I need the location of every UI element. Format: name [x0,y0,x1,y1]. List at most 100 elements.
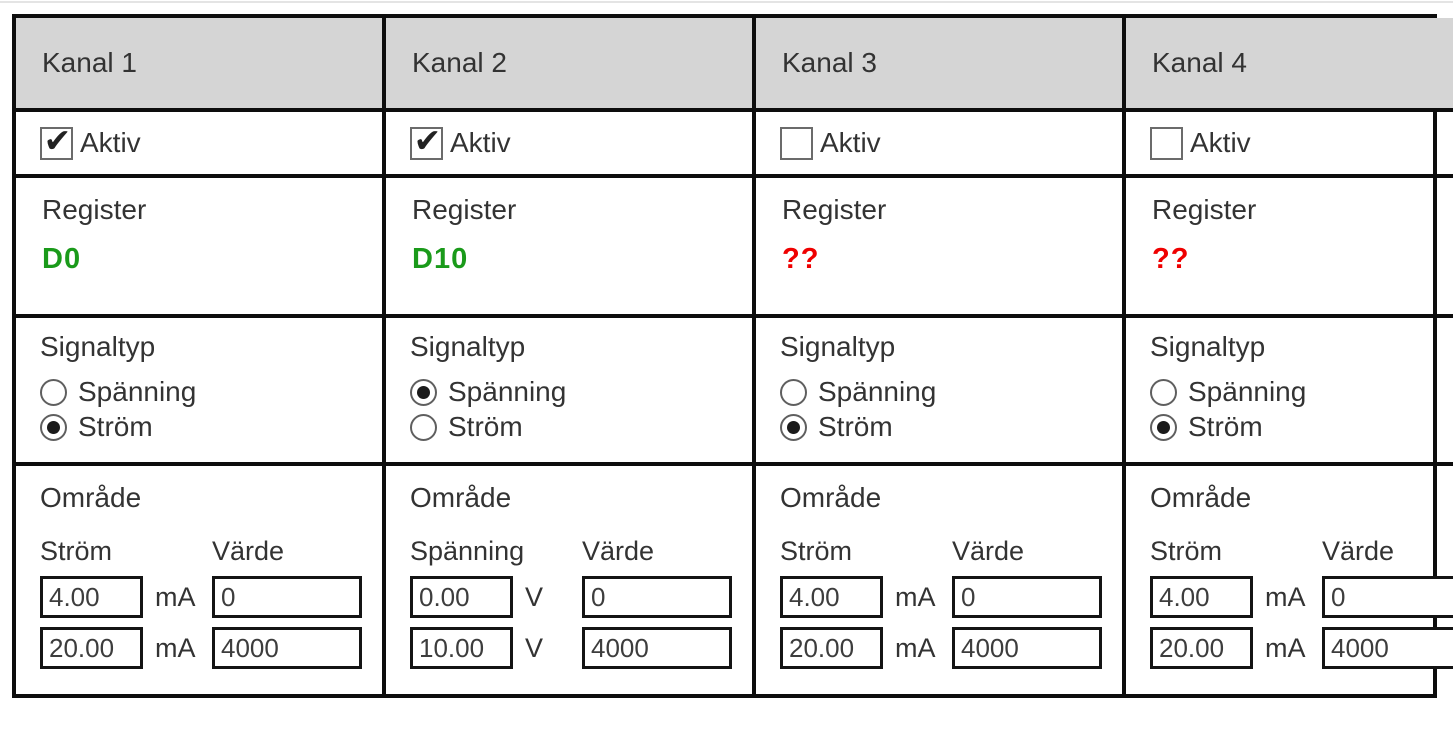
range-grid: Ström Värde mA mA [40,536,362,669]
active-row: ✔ Aktiv [1126,108,1453,174]
radio-label: Ström [448,411,523,442]
radio-label: Ström [1188,411,1263,442]
signaltype-label: Signaltyp [780,331,896,362]
active-label: Aktiv [1190,127,1251,158]
signaltype-row: Signaltyp Spänning Ström [16,314,382,462]
range-row: Område Ström Värde mA mA [16,462,382,694]
register-value: ?? [782,243,820,275]
range-grid: Ström Värde mA mA [1150,536,1453,669]
channel-title: Kanal 2 [412,47,507,78]
range-row: Område Spänning Värde V V [386,462,752,694]
radio-button[interactable] [410,413,437,441]
signal-option-current[interactable]: Ström [1150,411,1453,443]
range-low-input[interactable] [780,576,883,618]
unit-label: mA [1265,581,1306,612]
active-row: ✔ Aktiv [16,108,382,174]
range-quantity-label: Ström [1150,536,1223,566]
signal-option-current[interactable]: Ström [40,411,358,443]
checkmark-icon: ✔ [413,120,442,160]
range-row: Område Ström Värde mA mA [756,462,1122,694]
channel-header: Kanal 1 [16,18,382,108]
range-quantity-label: Ström [780,536,853,566]
signal-option-voltage[interactable]: Spänning [780,376,1098,408]
active-checkbox[interactable]: ✔ [410,120,443,160]
active-label: Aktiv [450,127,511,158]
value-low-input[interactable] [212,576,362,618]
signal-option-current[interactable]: Ström [410,411,728,443]
value-high-input[interactable] [952,627,1102,669]
signaltype-row: Signaltyp Spänning Ström [756,314,1122,462]
range-low-input[interactable] [1150,576,1253,618]
range-section-label: Område [780,482,882,513]
radio-button[interactable] [780,413,807,441]
range-high-input[interactable] [780,627,883,669]
value-column-label: Värde [1322,536,1395,566]
radio-label: Ström [818,411,893,442]
range-grid: Spänning Värde V V [410,536,732,669]
channel-title: Kanal 4 [1152,47,1247,78]
register-row: Register D0 [16,174,382,314]
radio-button[interactable] [1150,378,1177,406]
channel-title: Kanal 1 [42,47,137,78]
channels-table: Kanal 1 ✔ Aktiv Register D0 Signaltyp Sp… [12,14,1453,698]
active-checkbox[interactable]: ✔ [1150,126,1183,160]
register-value: D0 [42,243,82,275]
signaltype-label: Signaltyp [1150,331,1266,362]
radio-button[interactable] [1150,413,1177,441]
radio-label: Spänning [1188,376,1307,407]
radio-label: Ström [78,411,153,442]
channel-column: Kanal 3 ✔ Aktiv Register ?? Signaltyp Sp… [752,18,1122,694]
radio-button[interactable] [40,413,67,441]
unit-label: mA [895,632,936,663]
unit-label: mA [155,581,196,612]
value-low-input[interactable] [952,576,1102,618]
signal-option-voltage[interactable]: Spänning [40,376,358,408]
signal-option-voltage[interactable]: Spänning [410,376,728,408]
active-checkbox[interactable]: ✔ [780,126,813,160]
signaltype-row: Signaltyp Spänning Ström [386,314,752,462]
value-column-label: Värde [582,536,655,566]
signal-option-voltage[interactable]: Spänning [1150,376,1453,408]
active-label: Aktiv [820,127,881,158]
radio-label: Spänning [818,376,937,407]
active-row: ✔ Aktiv [386,108,752,174]
value-high-input[interactable] [212,627,362,669]
range-low-input[interactable] [40,576,143,618]
channel-column: Kanal 1 ✔ Aktiv Register D0 Signaltyp Sp… [16,18,382,694]
checkmark-icon: ✔ [43,120,72,160]
range-section-label: Område [40,482,142,513]
register-row: Register ?? [1126,174,1453,314]
range-low-input[interactable] [410,576,513,618]
value-high-input[interactable] [582,627,732,669]
range-high-input[interactable] [410,627,513,669]
unit-label: V [525,632,544,663]
value-low-input[interactable] [1322,576,1453,618]
register-label: Register [412,194,517,225]
value-column-label: Värde [952,536,1025,566]
channel-title: Kanal 3 [782,47,877,78]
radio-label: Spänning [78,376,197,407]
signal-option-current[interactable]: Ström [780,411,1098,443]
channel-header: Kanal 2 [386,18,752,108]
active-checkbox[interactable]: ✔ [40,120,73,160]
range-section-label: Område [410,482,512,513]
radio-button[interactable] [410,378,437,406]
channel-column: Kanal 2 ✔ Aktiv Register D10 Signaltyp S… [382,18,752,694]
range-row: Område Ström Värde mA mA [1126,462,1453,694]
channel-header: Kanal 4 [1126,18,1453,108]
range-high-input[interactable] [40,627,143,669]
radio-label: Spänning [448,376,567,407]
unit-label: mA [895,581,936,612]
signaltype-row: Signaltyp Spänning Ström [1126,314,1453,462]
register-label: Register [782,194,887,225]
value-low-input[interactable] [582,576,732,618]
range-high-input[interactable] [1150,627,1253,669]
unit-label: mA [155,632,196,663]
radio-button[interactable] [780,378,807,406]
active-row: ✔ Aktiv [756,108,1122,174]
register-value: D10 [412,243,469,275]
radio-button[interactable] [40,378,67,406]
range-quantity-label: Spänning [410,536,525,566]
unit-label: mA [1265,632,1306,663]
value-high-input[interactable] [1322,627,1453,669]
